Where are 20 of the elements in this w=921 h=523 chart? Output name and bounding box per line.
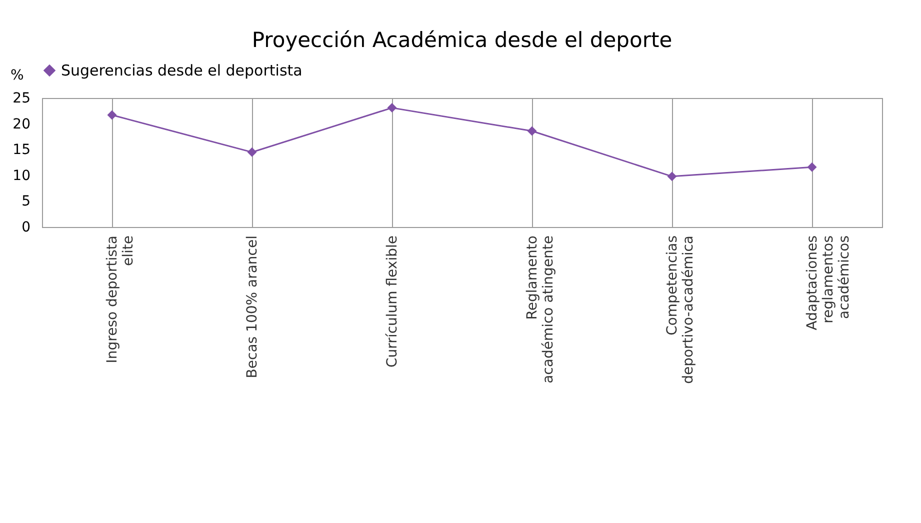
point	[807, 162, 817, 172]
point	[107, 110, 117, 120]
chart-title: Proyección Académica desde el deporte	[252, 28, 672, 52]
point	[247, 147, 257, 157]
y-tick-label: 15	[12, 142, 30, 158]
point	[667, 172, 677, 182]
point	[527, 126, 537, 136]
y-axis-title: %	[10, 68, 24, 84]
x-tick-label: Ingreso deportista elite	[104, 236, 136, 364]
y-tick-label: 10	[12, 168, 30, 184]
y-tick-label: 25	[12, 90, 30, 106]
y-tick-label: 20	[12, 116, 30, 132]
y-tick-label: 5	[22, 194, 30, 210]
point	[387, 103, 397, 113]
x-tick-label: Becas 100% arancel	[244, 236, 260, 378]
x-tick-label: Adaptaciones reglamentos académicos	[804, 236, 852, 330]
y-tick-label: 0	[22, 220, 30, 236]
x-tick-label: Currículum flexible	[384, 236, 400, 368]
x-tick-label: Reglamento académico atingente	[524, 236, 556, 384]
legend-label: Sugerencias desde el deportista	[61, 62, 302, 80]
